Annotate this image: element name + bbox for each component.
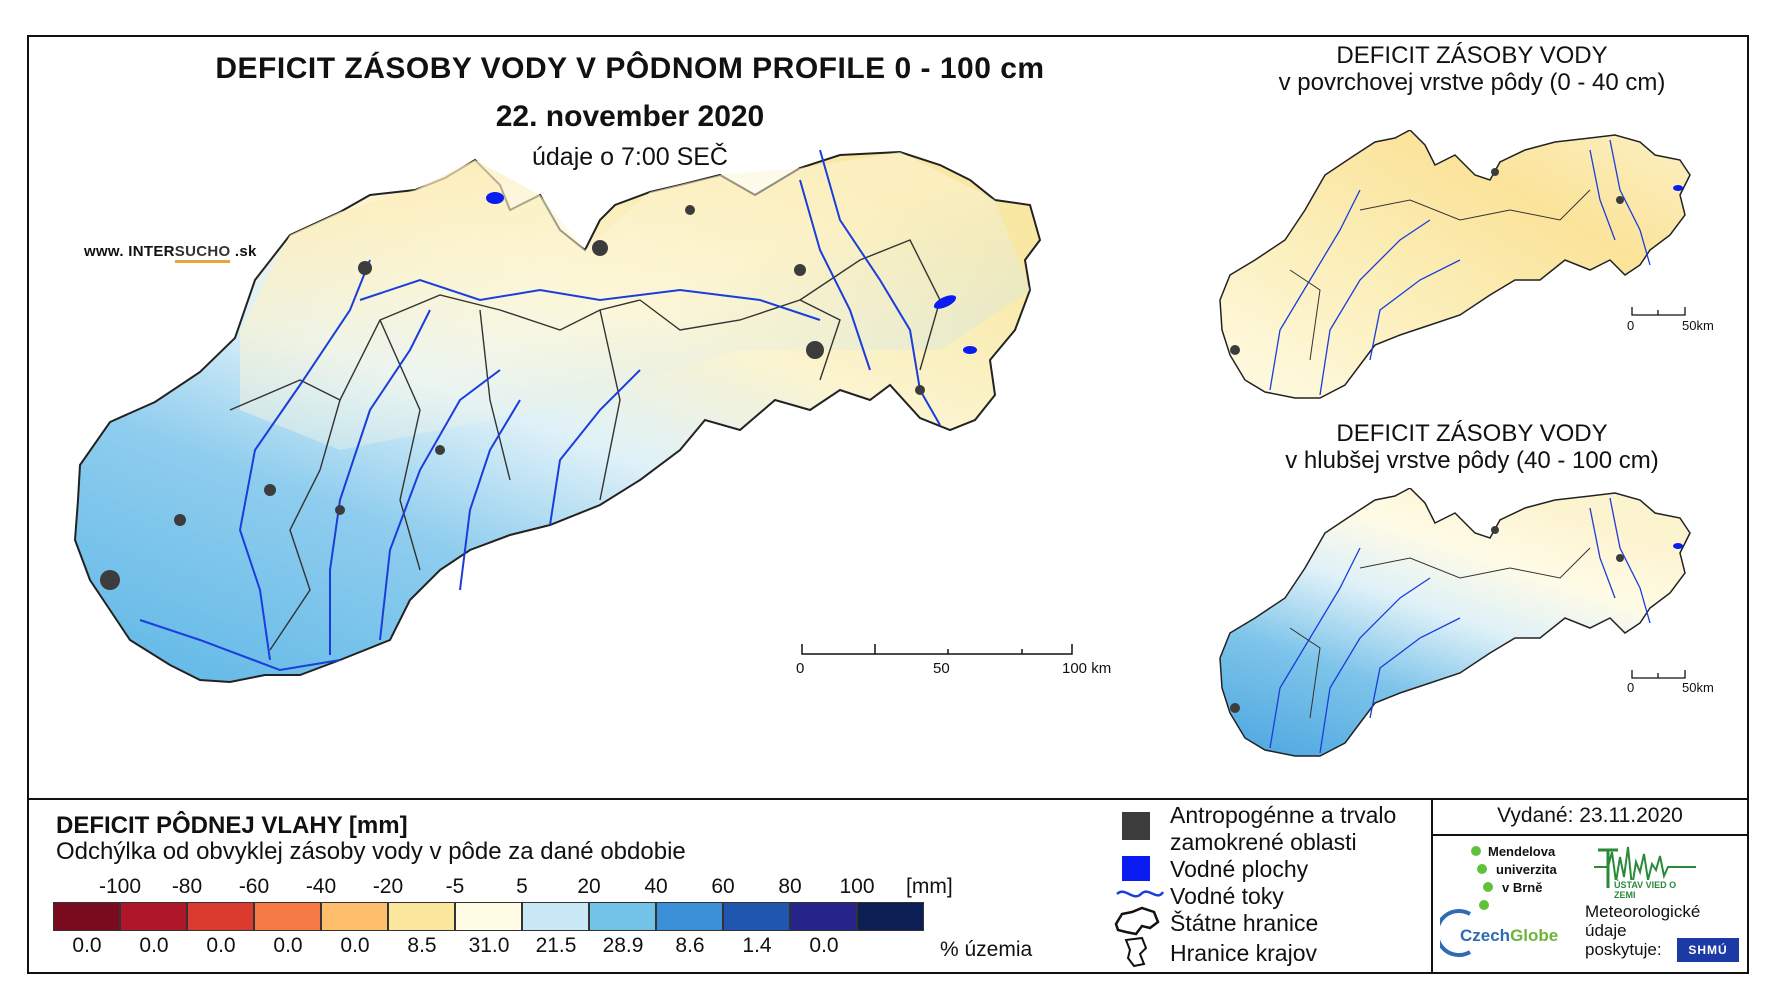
legend-percent-label: 0.0 <box>340 934 370 957</box>
legend-break-label: 20 <box>577 875 601 898</box>
legend-percent-label: 0.0 <box>139 934 169 957</box>
legend-percent-label: 0.0 <box>72 934 102 957</box>
legend-break-label: 60 <box>711 875 735 898</box>
state-border-key-label: Štátne hranice <box>1170 910 1319 936</box>
legend-subtitle: Odchýlka od obvyklej zásoby vody v pôde … <box>56 838 686 865</box>
legend-percent-label: 8.5 <box>407 934 437 957</box>
legend-swatch <box>388 902 455 931</box>
inset-bottom-title: DEFICIT ZÁSOBY VODY v hlubšej vrstve pôd… <box>1285 420 1659 474</box>
river-key-icon <box>1116 890 1165 898</box>
legend-break-label: 5 <box>516 875 528 898</box>
legend-swatch <box>321 902 388 931</box>
legend-break-label: -20 <box>372 875 404 898</box>
state-border-key-icon <box>1114 906 1160 936</box>
legend-swatch <box>120 902 187 931</box>
main-scale-bar <box>801 644 1073 655</box>
legend-swatch <box>656 902 723 931</box>
legend-break-label: -60 <box>238 875 270 898</box>
inset-bottom-scale-50: 50km <box>1682 680 1714 695</box>
legend-swatch <box>53 902 120 931</box>
inset-top-map <box>1219 130 1691 399</box>
legend-percent-label: 31.0 <box>468 934 510 957</box>
water-body-key-swatch <box>1122 856 1150 881</box>
anthropogenic-areas <box>100 205 925 590</box>
legend-swatch <box>589 902 656 931</box>
legend-swatch <box>187 902 254 931</box>
main-time-note: údaje o 7:00 SEČ <box>532 143 728 171</box>
legend-swatch <box>857 902 924 931</box>
mendel-dots-icon <box>1471 846 1493 910</box>
legend-percent-label: 28.9 <box>602 934 644 957</box>
river-key-label: Vodné toky <box>1170 883 1284 909</box>
legend-break-label: 40 <box>644 875 668 898</box>
main-map <box>73 150 1042 684</box>
shmu-logo: SHMÚ <box>1677 938 1739 962</box>
main-scale-0: 0 <box>796 660 805 677</box>
legend-percent-label: 0.0 <box>206 934 236 957</box>
legend-break-label: -80 <box>171 875 203 898</box>
legend-swatch <box>723 902 790 931</box>
legend-break-label: 80 <box>778 875 802 898</box>
inset-top-scale-50: 50km <box>1682 318 1714 333</box>
inset-bottom-scale-0: 0 <box>1627 680 1635 695</box>
czechglobe-arc-icon <box>1440 909 1472 957</box>
legend-break-label: -100 <box>98 875 142 898</box>
legend-swatch <box>790 902 857 931</box>
main-scale-50: 50 <box>933 660 950 677</box>
legend-break-label: -40 <box>305 875 337 898</box>
anthropogenic-key-swatch <box>1122 812 1150 840</box>
water-bodies <box>486 192 977 354</box>
main-date: 22. november 2020 <box>495 100 765 133</box>
legend-percent-label: 8.6 <box>675 934 705 957</box>
legend-swatch <box>254 902 321 931</box>
met-data-provider: Meteorologické údaje poskytuje: <box>1585 902 1701 959</box>
legend-swatch <box>522 902 589 931</box>
inset-bottom-scale-bar <box>1631 670 1686 679</box>
legend-percent-label: 1.4 <box>742 934 772 957</box>
legend-title: DEFICIT PÔDNEJ VLAHY [mm] <box>56 812 408 839</box>
inset-top-scale-bar <box>1631 307 1686 316</box>
intersucho-logo: www. INTERSUCHO .sk <box>84 243 257 263</box>
footer-divider <box>1431 798 1433 974</box>
inset-top-title: DEFICIT ZÁSOBY VODY v povrchovej vrstve … <box>1278 42 1666 96</box>
czechglobe-logo: CzechGlobe <box>1440 908 1570 963</box>
legend-unit-mm: [mm] <box>906 875 953 898</box>
issued-divider <box>1431 834 1749 836</box>
legend-percent-label: 21.5 <box>535 934 577 957</box>
legend-break-label: 100 <box>839 875 875 898</box>
legend-unit-pct: % územia <box>940 938 1033 961</box>
legend-percent-label: 0.0 <box>273 934 303 957</box>
map-frame <box>27 35 1749 974</box>
issued-date: Vydané: 23.11.2020 <box>1497 804 1683 827</box>
inset-bottom-map <box>1219 488 1691 757</box>
legend-percent-label: 0.0 <box>809 934 839 957</box>
main-title: DEFICIT ZÁSOBY VODY V PÔDNOM PROFILE 0 -… <box>215 52 1045 85</box>
anthropogenic-key-label: Antropogénne a trvalo zamokrené oblasti <box>1170 802 1397 855</box>
legend-swatch <box>455 902 522 931</box>
legend-break-label: -5 <box>445 875 465 898</box>
seismograph-icon <box>1594 846 1696 888</box>
region-border-key-label: Hranice krajov <box>1170 940 1317 966</box>
region-border-key-icon <box>1124 936 1148 968</box>
inset-top-scale-0: 0 <box>1627 318 1635 333</box>
main-scale-100: 100 km <box>1062 660 1112 677</box>
legend-divider <box>27 798 1749 800</box>
water-body-key-label: Vodné plochy <box>1170 856 1309 882</box>
rivers <box>139 150 941 672</box>
institute-logo: ÚSTAV VIED O ZEMI <box>1590 842 1700 900</box>
